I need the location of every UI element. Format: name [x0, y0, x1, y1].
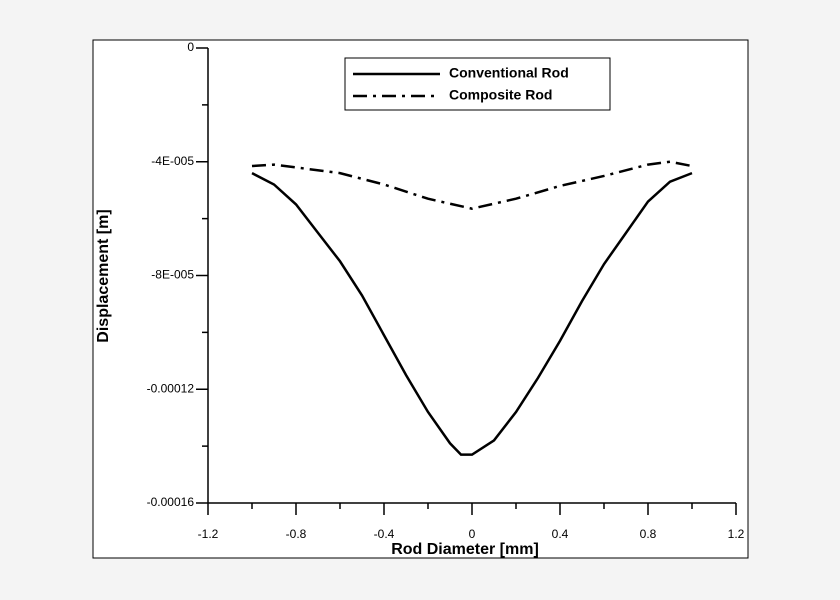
x-tick-label: 0.8: [640, 527, 657, 541]
y-tick-label: -8E-005: [151, 268, 194, 282]
x-tick-label: 0: [469, 527, 476, 541]
y-tick-label: -0.00012: [147, 381, 195, 395]
data-line: [251, 160, 693, 210]
y-tick-label: -4E-005: [151, 154, 194, 168]
x-tick-label: 1.2: [728, 527, 745, 541]
y-tick-label: 0: [187, 40, 194, 54]
legend-box: [344, 57, 611, 111]
legend-label: Composite Rod: [449, 87, 552, 103]
x-tick-label: 0.4: [552, 527, 569, 541]
x-tick-label: -1.2: [198, 527, 219, 541]
x-tick-label: -0.8: [286, 527, 307, 541]
x-tick-label: -0.4: [374, 527, 395, 541]
y-axis-title: Displacement [m]: [95, 209, 112, 342]
legend-label: Conventional Rod: [449, 65, 569, 81]
y-tick-label: -0.00016: [147, 495, 195, 509]
data-line: [251, 171, 693, 456]
x-axis-title: Rod Diameter [mm]: [391, 541, 539, 558]
plot-frame: [92, 39, 749, 559]
